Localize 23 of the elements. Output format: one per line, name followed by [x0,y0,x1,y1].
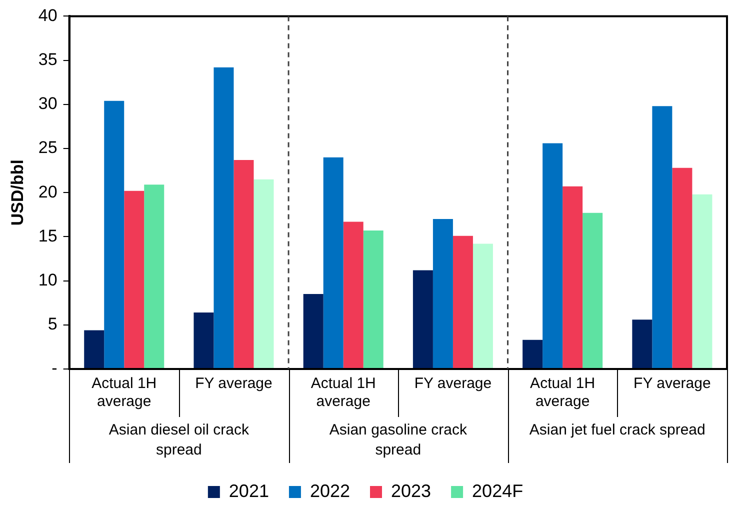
y-tick-label: - [52,358,58,378]
text: Asian diesel oil crack spread [108,422,250,459]
y-axis-title: USD/bbl [8,160,27,226]
legend-label: 2021 [228,480,269,501]
x-tick-label: Actual 1H average [530,375,596,410]
x-tick-label: FY average [195,375,272,392]
y-tick-label: 35 [38,50,58,69]
legend-label: 2024F [472,480,524,501]
text: Asian gasoline crack spread [329,422,468,459]
x-tick-label: FY average [414,375,492,392]
x-tick-label: Actual 1H average [310,375,376,410]
y-tick-label: 15 [38,226,58,246]
y-tick-label: 40 [38,6,58,25]
legend-label: 2022 [310,480,350,501]
y-tick-label: 30 [38,94,58,114]
y-tick-label: 5 [48,314,58,334]
y-tick-label: 25 [38,138,58,158]
y-tick-label: 20 [38,182,58,202]
text: Asian jet fuel crack spread [529,422,706,439]
x-tick-label: Actual 1H average [92,375,157,410]
legend-label: 2023 [391,480,432,501]
y-tick-label: 10 [38,270,58,290]
x-tick-label: FY average [634,375,711,392]
